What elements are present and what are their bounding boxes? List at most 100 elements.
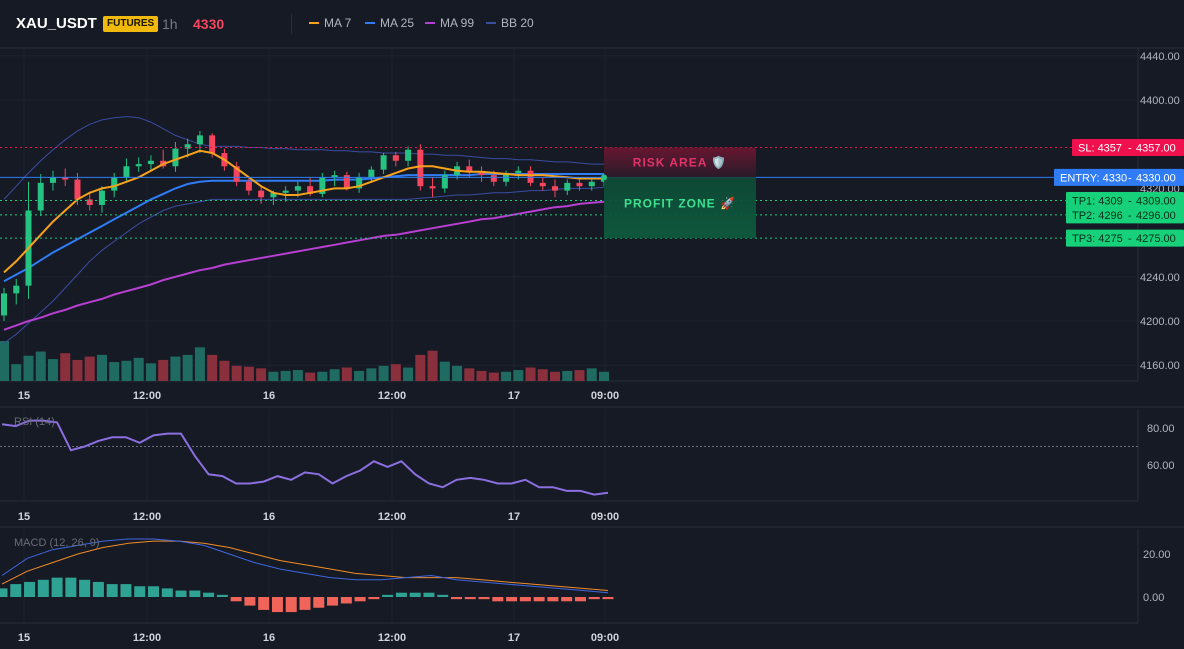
tp-level-sep: - <box>1128 196 1132 208</box>
ma7-swatch <box>309 22 319 24</box>
volume-bar <box>268 371 279 381</box>
legend-ma25[interactable]: MA 25 <box>365 16 414 30</box>
tp-level-name: TP1: 4309 <box>1072 196 1123 208</box>
volume-bar <box>219 360 230 381</box>
macd-histogram-bar <box>340 597 352 604</box>
volume-bar <box>415 354 426 381</box>
macd-histogram-bar <box>271 597 283 613</box>
volume-bar <box>550 371 561 381</box>
volume-bar <box>329 369 340 381</box>
volume-bar <box>194 347 205 381</box>
volume-bar <box>562 370 573 381</box>
tp-level-sep: - <box>1128 210 1132 222</box>
candle-body <box>356 177 363 189</box>
futures-badge: FUTURES <box>103 16 159 32</box>
time-tick-label: 17 <box>508 390 520 402</box>
candle-body <box>515 170 522 173</box>
time-tick-label: 12:00 <box>378 511 406 523</box>
volume-bar <box>341 367 352 381</box>
macd-histogram-bar <box>134 586 146 597</box>
candle-body <box>539 182 546 187</box>
price-tick-label: 4160.00 <box>1140 360 1180 372</box>
time-tick-label: 15 <box>18 390 30 402</box>
macd-tick-label: 0.00 <box>1143 592 1164 604</box>
macd-histogram-bar <box>92 581 104 597</box>
candle-body <box>478 171 485 176</box>
volume-bar <box>109 362 120 381</box>
candle-body <box>13 285 20 294</box>
volume-bar <box>243 366 254 381</box>
macd-histogram-bar <box>230 597 242 602</box>
macd-histogram-bar <box>519 597 531 602</box>
macd-histogram-bar <box>189 590 201 597</box>
macd-histogram-bar <box>437 594 449 597</box>
candle-body <box>245 181 252 191</box>
candle-body <box>417 149 424 187</box>
macd-histogram-bar <box>161 588 173 597</box>
candle-body <box>564 182 571 191</box>
macd-histogram-bar <box>382 594 394 597</box>
macd-histogram-bar <box>216 594 228 597</box>
candle-body <box>576 182 583 187</box>
candle-body <box>466 166 473 172</box>
time-tick-label: 12:00 <box>133 511 161 523</box>
volume-bar <box>23 355 34 381</box>
macd-histogram-bar <box>464 597 476 600</box>
time-tick-label: 09:00 <box>591 511 619 523</box>
macd-histogram-bar <box>409 592 421 597</box>
volume-bar <box>35 351 46 381</box>
candle-body <box>392 155 399 161</box>
ma25-swatch <box>365 22 375 24</box>
macd-histogram-bar <box>10 584 22 597</box>
candle-body <box>441 175 448 189</box>
volume-bar <box>525 367 536 381</box>
time-tick-label: 16 <box>263 511 275 523</box>
volume-bar <box>403 367 414 381</box>
legend-ma99[interactable]: MA 99 <box>425 16 474 30</box>
entry-level-value: 4330.00 <box>1136 172 1176 184</box>
macd-tick-label: 20.00 <box>1143 549 1171 561</box>
time-tick-label: 16 <box>263 632 275 644</box>
candle-body <box>233 166 240 182</box>
time-tick-label: 12:00 <box>378 632 406 644</box>
candle-body <box>74 179 81 200</box>
volume-bar <box>84 356 95 381</box>
macd-histogram-bar <box>79 579 91 597</box>
chart-header: XAU_USDT FUTURES 1h 4330 MA 7 MA 25 MA 9… <box>0 0 1184 48</box>
volume-bar <box>513 370 524 381</box>
time-tick-label: 12:00 <box>378 390 406 402</box>
macd-title: MACD (12, 26, 9) <box>14 537 100 549</box>
macd-histogram-bar <box>533 597 545 602</box>
timeframe-selector[interactable]: 1h <box>162 16 178 32</box>
volume-bar <box>501 371 512 381</box>
volume-bar <box>11 364 22 381</box>
candle-body <box>1 293 7 316</box>
candle-body <box>98 190 105 205</box>
price-tick-label: 4400.00 <box>1140 95 1180 107</box>
legend-ma7[interactable]: MA 7 <box>309 16 351 30</box>
macd-histogram-bar <box>327 597 339 606</box>
macd-histogram-bar <box>354 597 366 602</box>
legend-bb20[interactable]: BB 20 <box>486 16 534 30</box>
rsi-title: RSI (14) <box>14 416 55 428</box>
macd-histogram-bar <box>588 597 600 600</box>
candle-body <box>123 166 130 178</box>
macd-histogram-bar <box>106 584 118 597</box>
macd-histogram-bar <box>506 597 518 602</box>
sl-level-tag <box>1072 139 1184 157</box>
candle-body <box>527 170 534 183</box>
candle-body <box>307 186 314 194</box>
volume-bar <box>537 369 548 381</box>
rsi-tick-label: 60.00 <box>1147 460 1175 472</box>
tp-level-tag <box>1066 229 1184 247</box>
volume-bar <box>305 372 316 381</box>
last-price: 4330 <box>193 16 225 32</box>
macd-histogram-bar <box>395 592 407 597</box>
symbol-name[interactable]: XAU_USDT <box>16 15 97 32</box>
macd-histogram-bar <box>561 597 573 602</box>
time-tick-label: 12:00 <box>133 390 161 402</box>
volume-bar <box>0 341 9 381</box>
volume-bar <box>121 360 132 381</box>
tp-level-name: TP2: 4296 <box>1072 210 1123 222</box>
